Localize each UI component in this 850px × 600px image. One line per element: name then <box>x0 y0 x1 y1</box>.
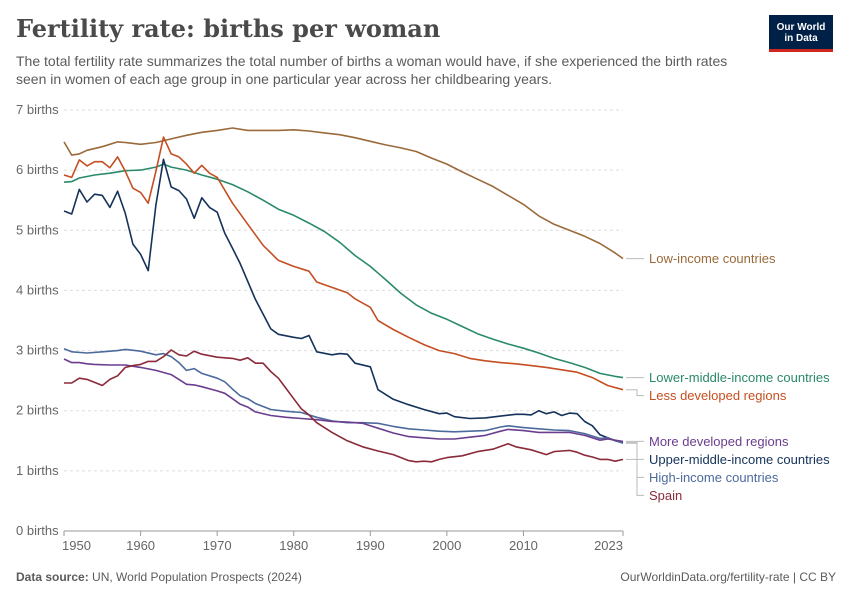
x-tick-label: 2023 <box>594 538 623 553</box>
y-tick-label: 0 births <box>16 523 59 538</box>
label-connector <box>626 442 644 460</box>
series-labels: Low-income countries Lower-middle-income … <box>626 251 830 503</box>
series-line <box>63 163 624 379</box>
data-source-text: UN, World Population Prospects (2024) <box>92 570 302 584</box>
x-axis: 1950 1960 1970 1980 1990 2000 2010 2023 <box>62 531 624 553</box>
data-source: Data source: UN, World Population Prospe… <box>16 570 302 584</box>
series-label: More developed regions <box>649 434 789 449</box>
gridlines <box>64 109 623 532</box>
logo-line-2: in Data <box>784 33 818 44</box>
series-label: Spain <box>649 488 682 503</box>
x-tick-label: 1970 <box>203 538 232 553</box>
series-line <box>63 348 624 444</box>
x-tick-label: 1980 <box>279 538 308 553</box>
series-line <box>63 127 624 260</box>
y-tick-label: 1 births <box>16 463 59 478</box>
series-label: Less developed regions <box>649 388 787 403</box>
chart-subtitle: The total fertility rate summarizes the … <box>16 53 728 87</box>
x-tick-label: 1960 <box>126 538 155 553</box>
label-connector <box>626 458 644 496</box>
data-source-label: Data source: <box>16 570 89 584</box>
chart-title: Fertility rate: births per woman <box>16 14 441 43</box>
y-tick-label: 7 births <box>16 102 59 117</box>
series-label: High-income countries <box>649 470 779 485</box>
series-lines <box>63 127 624 463</box>
label-connector <box>626 389 644 397</box>
x-tick-label: 1950 <box>62 538 91 553</box>
series-label: Low-income countries <box>649 251 776 266</box>
series-line <box>64 349 624 463</box>
series-line <box>63 158 624 444</box>
series-label: Upper-middle-income countries <box>649 452 830 467</box>
source-url-link[interactable]: OurWorldinData.org/fertility-rate | CC B… <box>620 570 836 584</box>
series-line <box>63 136 624 391</box>
y-tick-label: 2 births <box>16 403 59 418</box>
logo-line-1: Our World <box>776 22 826 33</box>
y-tick-label: 4 births <box>16 282 59 297</box>
x-tick-label: 1990 <box>356 538 385 553</box>
y-axis-labels: 0 births 1 births 2 births 3 births 4 births… <box>16 102 59 538</box>
label-connector <box>626 442 644 478</box>
x-tick-label: 2000 <box>432 538 461 553</box>
y-tick-label: 5 births <box>16 222 59 237</box>
y-tick-label: 3 births <box>16 343 59 358</box>
x-tick-label: 2010 <box>509 538 538 553</box>
y-tick-label: 6 births <box>16 162 59 177</box>
series-label: Lower-middle-income countries <box>649 370 830 385</box>
owid-logo[interactable]: Our World in Data <box>769 15 833 52</box>
series-line <box>63 358 624 443</box>
